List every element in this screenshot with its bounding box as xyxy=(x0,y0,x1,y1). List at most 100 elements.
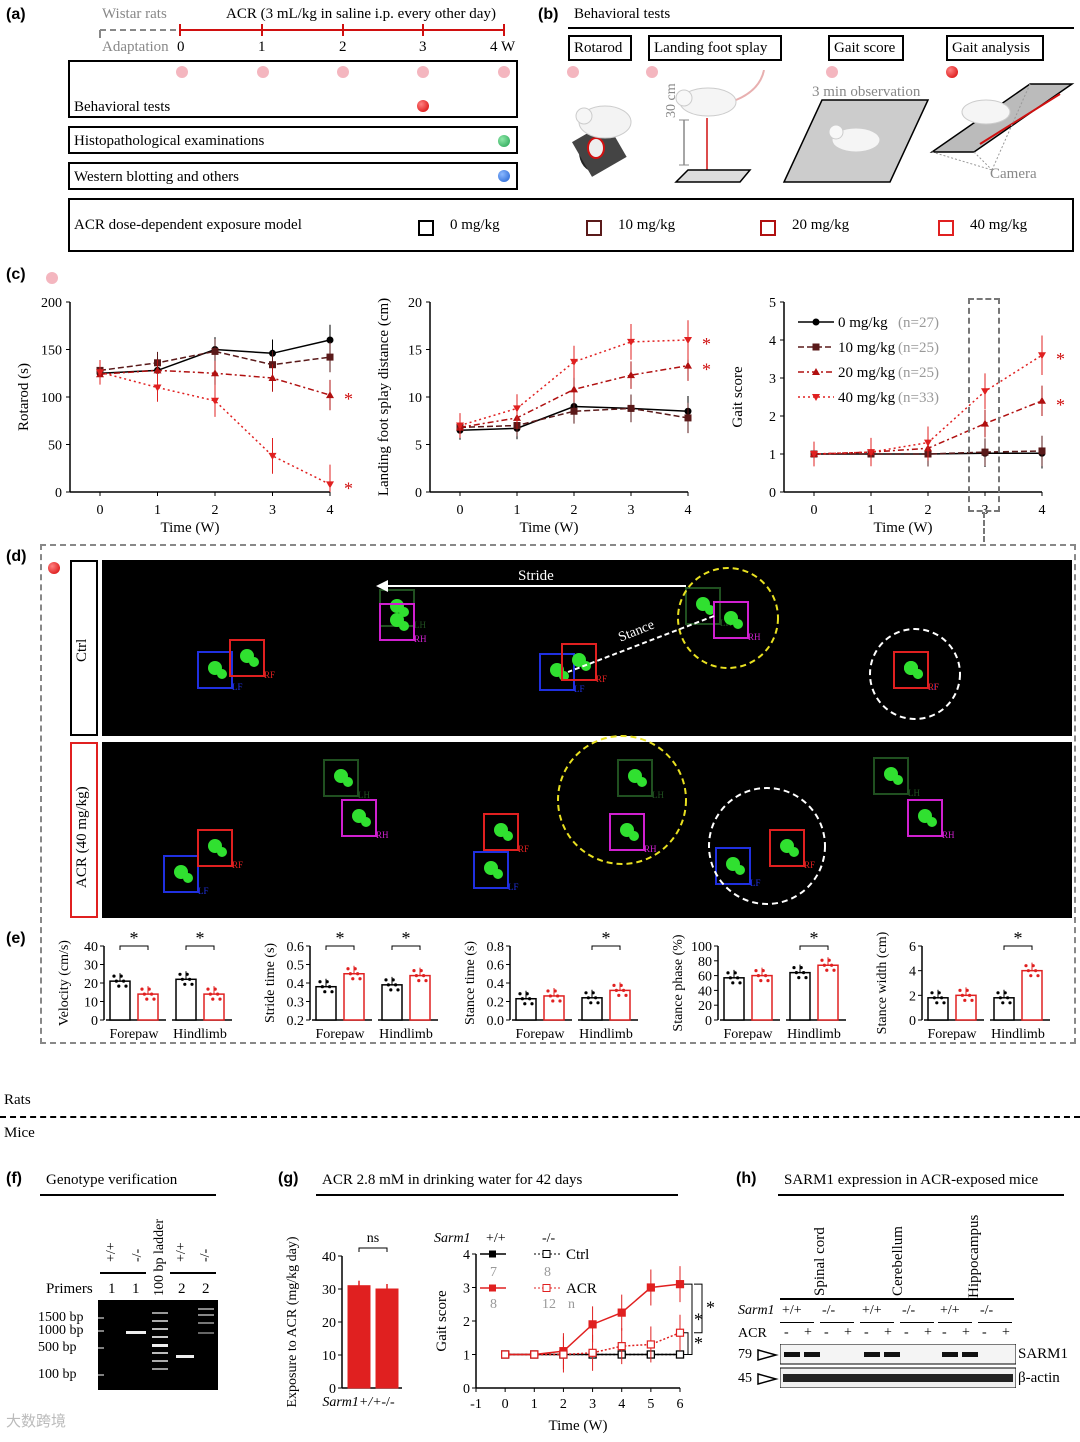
y-tick-label: 0.4 xyxy=(287,977,305,992)
data-dot xyxy=(394,983,398,987)
paw-tag: RH xyxy=(644,844,657,854)
genotype-rule xyxy=(978,1322,1012,1323)
tissue-rule-3 xyxy=(938,1298,1014,1300)
y-axis-label: Stance width (cm) xyxy=(875,931,890,1034)
data-dot xyxy=(1029,974,1033,978)
data-dot xyxy=(147,987,151,991)
data-dot xyxy=(114,979,118,983)
paw-box xyxy=(893,651,929,689)
acr-tag: ACR (40 mg/kg) xyxy=(70,742,98,918)
data-point xyxy=(211,347,219,355)
x-tick-label: 3 xyxy=(589,1397,596,1412)
legend-label: 0 mg/kg xyxy=(838,315,888,331)
data-dot xyxy=(180,977,184,981)
data-dot xyxy=(998,996,1003,1000)
bar xyxy=(515,997,537,1021)
lane-top-3: 100 bp ladder xyxy=(152,1219,167,1296)
legend-n: 8 xyxy=(544,1265,551,1280)
y-tick-label: 0.5 xyxy=(287,959,305,974)
bar xyxy=(109,980,131,1021)
data-dot xyxy=(612,983,616,987)
test-rotarod-label: Rotarod xyxy=(574,40,623,56)
y-tick-label: 20 xyxy=(408,296,422,311)
paw-tag: LF xyxy=(508,882,519,892)
data-dot xyxy=(586,996,591,1000)
category-label: Sarm1+/+ xyxy=(322,1395,381,1410)
paw-box xyxy=(769,829,805,867)
data-dot xyxy=(619,983,623,987)
test-gait-analysis: Gait analysis xyxy=(946,35,1044,61)
paw-tag: LF xyxy=(574,684,585,694)
acr-row-label: ACR xyxy=(738,1326,767,1341)
paw-tag: LF xyxy=(198,886,209,896)
paw-tag: LH xyxy=(358,790,370,800)
blue-dot xyxy=(498,170,510,182)
tissue-hippocampus: Hippocampus xyxy=(966,1214,982,1298)
bar xyxy=(751,974,773,1021)
data-point xyxy=(1038,447,1046,455)
test-gait-score: Gait score xyxy=(828,35,904,61)
lane-rule-2 xyxy=(170,1272,216,1274)
y-tick-label: 4 xyxy=(463,1248,470,1263)
primer-2: 1 xyxy=(132,1281,140,1297)
paw-tag: RF xyxy=(264,670,275,680)
legend-marker xyxy=(489,1250,496,1258)
data-dot xyxy=(1003,991,1007,995)
x-tick-label: 0 xyxy=(457,503,464,518)
data-point xyxy=(981,388,989,396)
data-dot xyxy=(358,977,362,981)
panel-h-label: (h) xyxy=(736,1170,757,1187)
acr-sign: + xyxy=(884,1325,892,1340)
marker-79: 79 xyxy=(738,1347,752,1362)
paw-box xyxy=(539,653,575,691)
acr-sign: - xyxy=(942,1325,947,1340)
paw-tag: RH xyxy=(748,632,761,642)
data-dot xyxy=(520,997,524,1001)
data-dot xyxy=(617,993,621,997)
behavioral-tests-title: Behavioral tests xyxy=(574,6,671,22)
y-tick-label: 1 xyxy=(463,1349,470,1364)
pink-dot xyxy=(498,66,510,78)
y-tick-label: 20 xyxy=(698,999,712,1014)
paw-print xyxy=(343,777,353,787)
y-tick-label: 0.2 xyxy=(287,1014,305,1029)
data-point xyxy=(684,414,692,422)
y-axis-label: Stride time (s) xyxy=(263,943,278,1023)
lane-top-4: +/+ xyxy=(174,1242,189,1262)
x-tick-label: 4 xyxy=(1039,503,1046,518)
white-circle xyxy=(869,628,961,720)
data-dot xyxy=(351,977,355,981)
genotype-rule xyxy=(820,1322,854,1323)
data-dot xyxy=(731,981,735,985)
divider-line xyxy=(0,1116,1080,1118)
bar xyxy=(789,971,811,1021)
legend-wt: +/+ xyxy=(486,1231,506,1246)
test-landing: Landing foot splay xyxy=(648,35,782,61)
y-axis-label: Gait score xyxy=(730,366,746,428)
paw-box xyxy=(483,813,519,851)
data-point xyxy=(326,336,334,344)
y-tick-label: 0.6 xyxy=(287,940,305,955)
data-dot xyxy=(140,987,144,991)
pink-dot xyxy=(257,66,269,78)
paw-tag: RF xyxy=(232,860,243,870)
tick-3: 3 xyxy=(419,39,427,55)
y-tick-label: 6 xyxy=(909,940,916,955)
dose-3: 40 mg/kg xyxy=(970,217,1028,233)
data-point xyxy=(588,1348,597,1357)
panel-d-frame xyxy=(40,544,1076,1044)
data-dot xyxy=(756,974,761,978)
y-tick-label: 15 xyxy=(408,344,422,359)
data-dot xyxy=(346,967,350,971)
lane-rule-1 xyxy=(100,1272,146,1274)
legend-n: n xyxy=(568,1297,575,1312)
data-point xyxy=(268,452,277,460)
significance-star: * xyxy=(196,928,205,948)
significance-star: * xyxy=(402,928,411,948)
paw-box xyxy=(609,813,645,851)
green-dot xyxy=(498,135,510,147)
tick-1: 1 xyxy=(258,39,266,55)
data-dot xyxy=(328,985,332,989)
legend-label: 20 mg/kg xyxy=(838,365,896,381)
